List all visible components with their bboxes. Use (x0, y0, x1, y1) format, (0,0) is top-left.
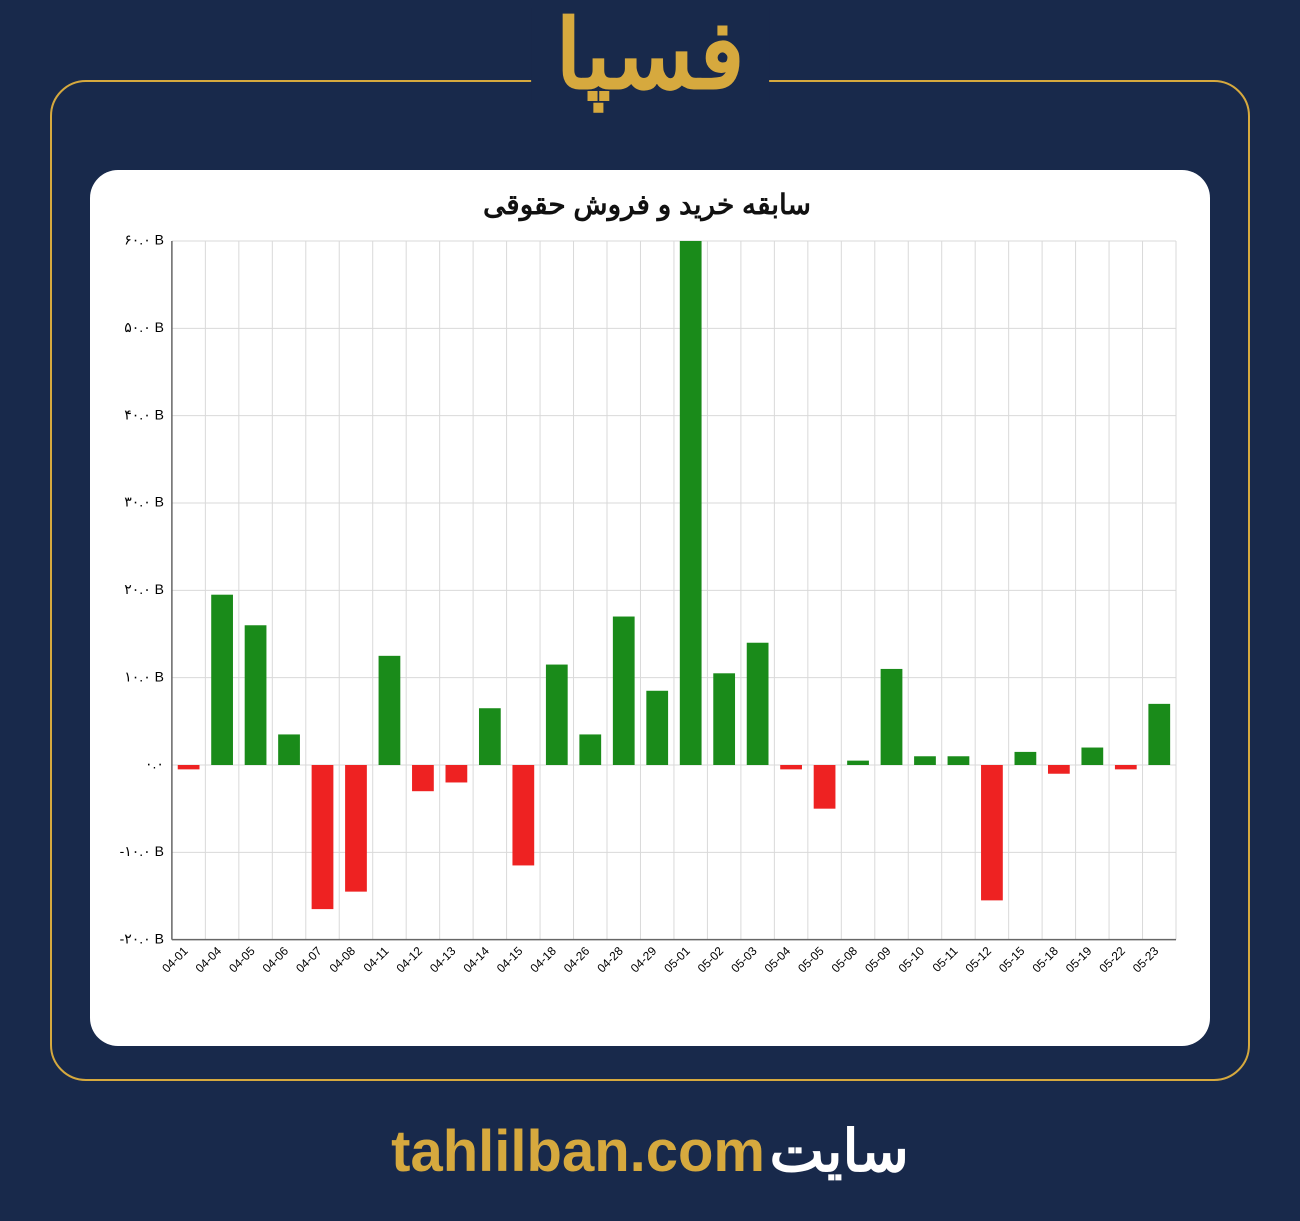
bar (579, 734, 601, 765)
x-tick-label: 05-04 (762, 944, 794, 976)
x-tick-label: 04-07 (293, 944, 325, 976)
x-tick-label: 05-19 (1063, 944, 1095, 976)
bar (479, 708, 501, 765)
bar (1081, 748, 1103, 765)
bar (613, 617, 635, 765)
x-tick-label: 04-26 (561, 944, 593, 976)
y-tick-label: ۶۰.۰ B (124, 232, 164, 248)
bar (446, 765, 468, 782)
bar (680, 241, 702, 765)
x-tick-label: 05-11 (930, 944, 961, 975)
x-tick-label: 04-04 (193, 944, 225, 976)
x-tick-label: 04-05 (226, 944, 258, 976)
bar (713, 673, 735, 765)
bar (245, 625, 267, 765)
x-tick-label: 05-10 (896, 944, 928, 976)
bar (379, 656, 401, 765)
x-tick-label: 04-08 (327, 944, 359, 976)
bar (780, 765, 802, 769)
x-tick-label: 04-11 (361, 944, 392, 975)
y-tick-label: -۱۰.۰ B (120, 843, 164, 859)
x-tick-label: 04-06 (260, 944, 292, 976)
x-tick-label: 05-03 (728, 944, 760, 976)
bar (1115, 765, 1137, 769)
x-tick-label: 04-18 (527, 944, 559, 976)
x-tick-label: 05-05 (795, 944, 827, 976)
bar (881, 669, 903, 765)
bar (546, 665, 568, 765)
bar (178, 765, 200, 769)
bar (1015, 752, 1037, 765)
bar (646, 691, 668, 765)
bar (412, 765, 434, 791)
bar (312, 765, 334, 909)
bar (1048, 765, 1070, 774)
y-tick-label: ۴۰.۰ B (124, 406, 164, 422)
x-tick-label: 05-08 (829, 944, 861, 976)
bar (847, 761, 869, 765)
x-tick-label: 04-28 (594, 944, 626, 976)
bar (948, 756, 970, 765)
footer-site-label: سایت (769, 1119, 908, 1184)
x-tick-label: 05-09 (862, 944, 894, 976)
x-tick-label: 04-14 (460, 944, 492, 976)
bar (1148, 704, 1170, 765)
bar (914, 756, 936, 765)
bar (345, 765, 367, 892)
x-tick-label: 05-02 (695, 944, 727, 976)
y-tick-label: ۲۰.۰ B (124, 581, 164, 597)
x-tick-label: 04-12 (393, 944, 425, 976)
x-tick-label: 05-22 (1096, 944, 1128, 976)
x-tick-label: 04-29 (628, 944, 660, 976)
y-tick-label: ۳۰.۰ B (124, 494, 164, 510)
x-tick-label: 04-13 (427, 944, 459, 976)
bar (814, 765, 836, 809)
bar (981, 765, 1003, 900)
x-tick-label: 05-15 (996, 944, 1028, 976)
y-tick-label: ۵۰.۰ B (124, 319, 164, 335)
bar (512, 765, 534, 865)
x-tick-label: 05-01 (661, 944, 693, 976)
bar-chart: -۲۰.۰ B -۱۰.۰ B ۰.۰ ۱۰.۰ B ۲۰.۰ B ۳۰.۰ B ۴۰.۰ … (108, 231, 1186, 1000)
y-tick-label: ۱۰.۰ B (124, 668, 164, 684)
x-tick-label: 04-01 (159, 944, 191, 976)
brand-title: فسپا (531, 8, 769, 104)
x-tick-label: 04-15 (494, 944, 526, 976)
footer-url: tahlilban.com (391, 1119, 765, 1184)
bar (211, 595, 233, 765)
y-tick-label: -۲۰.۰ B (120, 930, 164, 946)
chart-card: سابقه خرید و فروش حقوقی -۲۰.۰ B -۱۰.۰ B ۰.… (90, 170, 1210, 1046)
x-tick-label: 05-23 (1130, 944, 1162, 976)
bar (278, 734, 300, 765)
x-tick-label: 05-18 (1029, 944, 1061, 976)
footer: سایت tahlilban.com (0, 1117, 1300, 1185)
x-tick-label: 05-12 (962, 944, 994, 976)
chart-title: سابقه خرید و فروش حقوقی (108, 188, 1186, 221)
y-tick-label: ۰.۰ (145, 756, 164, 772)
bar (747, 643, 769, 765)
